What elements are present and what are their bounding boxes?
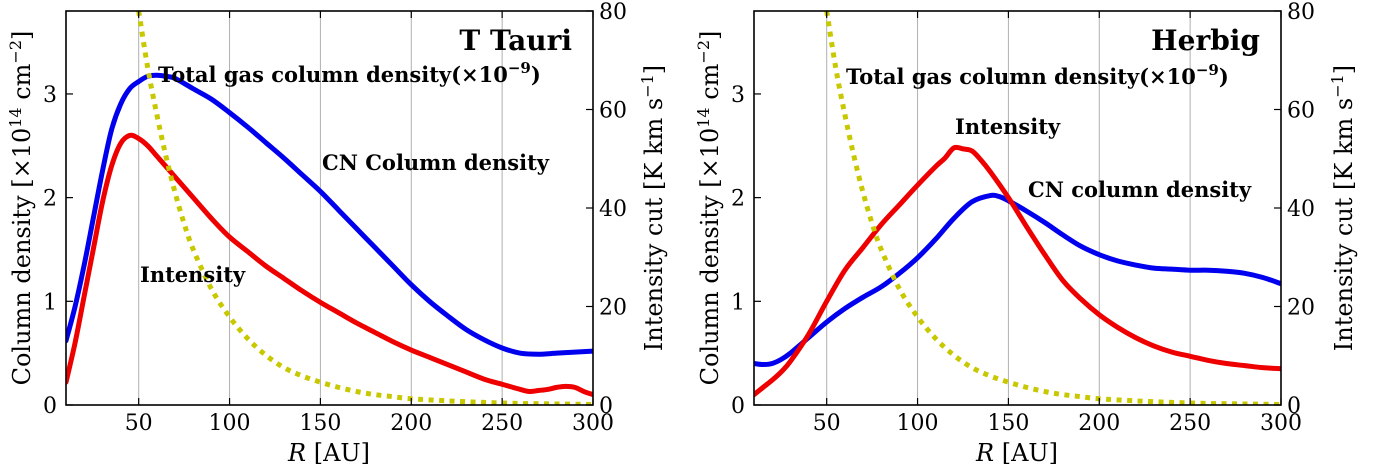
y-left-tick-label: 1 <box>731 290 745 315</box>
series-layer <box>754 11 1281 405</box>
y-left-mid: cm <box>8 63 36 107</box>
x-tick-label: 100 <box>209 411 251 436</box>
x-axis-label: R [AU] <box>287 439 370 467</box>
y-right-prefix: Intensity cut [K km s <box>1330 98 1358 351</box>
x-tick-label: 300 <box>572 411 614 436</box>
annotation-intensity: Intensity <box>955 114 1061 139</box>
y-right-tick-label: 40 <box>599 197 627 222</box>
vertical-grid <box>138 11 503 405</box>
annotation-total-gas-text: Total gas column density(×10 <box>158 62 508 87</box>
y-right-exp: −1 <box>1328 74 1347 98</box>
series-line-0 <box>754 192 1281 368</box>
y-left-exp1: 14 <box>6 107 25 127</box>
annotation-cn-column-density: CN Column density <box>322 150 550 175</box>
series-line-2 <box>136 11 593 405</box>
y-left-tick-label: 3 <box>731 83 745 108</box>
y-axis-left-label: Column density [×1014 cm−2] <box>6 31 36 386</box>
x-tick-label: 50 <box>813 411 841 436</box>
y-right-suffix: ] <box>640 65 668 74</box>
y-right-exp: −1 <box>638 74 657 98</box>
x-tick-label: 300 <box>1260 411 1302 436</box>
x-tick-label: 200 <box>390 411 432 436</box>
x-axis-label-unit: [AU] <box>994 439 1058 467</box>
y-right-tick-label: 20 <box>599 296 627 321</box>
x-tick-label: 50 <box>125 411 153 436</box>
annotation-total-gas: Total gas column density(×10−9) <box>846 61 1229 89</box>
y-right-tick-label: 0 <box>599 394 613 419</box>
x-axis-label: R [AU] <box>975 439 1058 467</box>
y-right-prefix: Intensity cut [K km s <box>640 98 668 351</box>
y-left-exp2: −2 <box>6 40 25 64</box>
y-left-mid: cm <box>696 63 724 107</box>
annotation-total-gas-text: Total gas column density(×10 <box>846 64 1196 89</box>
x-tick-label: 250 <box>1169 411 1211 436</box>
annotation-total-gas-tail: ) <box>1219 64 1229 89</box>
series-layer <box>66 11 593 405</box>
x-axis-label-var: R <box>975 439 994 467</box>
y-right-tick-label: 80 <box>599 0 627 25</box>
x-tick-label: 150 <box>299 411 341 436</box>
vertical-grid <box>826 11 1191 405</box>
y-left-tick-label: 0 <box>43 394 57 419</box>
y-left-tick-label: 0 <box>731 394 745 419</box>
y-left-suffix: ] <box>8 31 36 40</box>
y-right-tick-label: 40 <box>1287 197 1315 222</box>
x-axis-label-var: R <box>287 439 306 467</box>
y-right-tick-label: 80 <box>1287 0 1315 25</box>
y-left-suffix: ] <box>696 31 724 40</box>
annotation-total-gas-sup: −9 <box>1196 61 1219 79</box>
y-axis-right-label: Intensity cut [K km s−1] <box>1328 65 1358 351</box>
series-line-1 <box>66 132 593 398</box>
annotation-total-gas-tail: ) <box>531 62 541 87</box>
y-left-tick-label: 2 <box>43 187 57 212</box>
panel-title: Herbig <box>1151 24 1260 57</box>
x-tick-label: 100 <box>897 411 939 436</box>
y-left-tick-label: 1 <box>43 290 57 315</box>
annotation-total-gas: Total gas column density(×10−9) <box>158 59 541 87</box>
panel-title: T Tauri <box>459 24 572 57</box>
y-left-tick-label: 3 <box>43 83 57 108</box>
x-tick-label: 250 <box>481 411 523 436</box>
y-left-prefix: Column density [×10 <box>8 128 36 386</box>
annotation-total-gas-sup: −9 <box>508 59 531 77</box>
series-line-0 <box>66 72 593 357</box>
annotation-cn-column-density: CN column density <box>1028 177 1252 202</box>
y-left-prefix: Column density [×10 <box>696 128 724 386</box>
series-line-2 <box>824 11 1281 405</box>
x-tick-label: 150 <box>987 411 1029 436</box>
y-right-tick-label: 0 <box>1287 394 1301 419</box>
y-right-suffix: ] <box>1330 65 1358 74</box>
y-left-exp1: 14 <box>694 107 713 127</box>
y-right-tick-label: 60 <box>1287 99 1315 124</box>
x-axis-label-unit: [AU] <box>306 439 370 467</box>
y-left-exp2: −2 <box>694 40 713 64</box>
y-right-tick-label: 60 <box>599 99 627 124</box>
x-tick-label: 200 <box>1078 411 1120 436</box>
series-line-1 <box>754 144 1281 398</box>
y-axis-right-label: Intensity cut [K km s−1] <box>638 65 668 351</box>
annotation-intensity: Intensity <box>140 262 246 287</box>
y-axis-left-label: Column density [×1014 cm−2] <box>694 31 724 386</box>
y-right-tick-label: 20 <box>1287 296 1315 321</box>
y-left-tick-label: 2 <box>731 187 745 212</box>
